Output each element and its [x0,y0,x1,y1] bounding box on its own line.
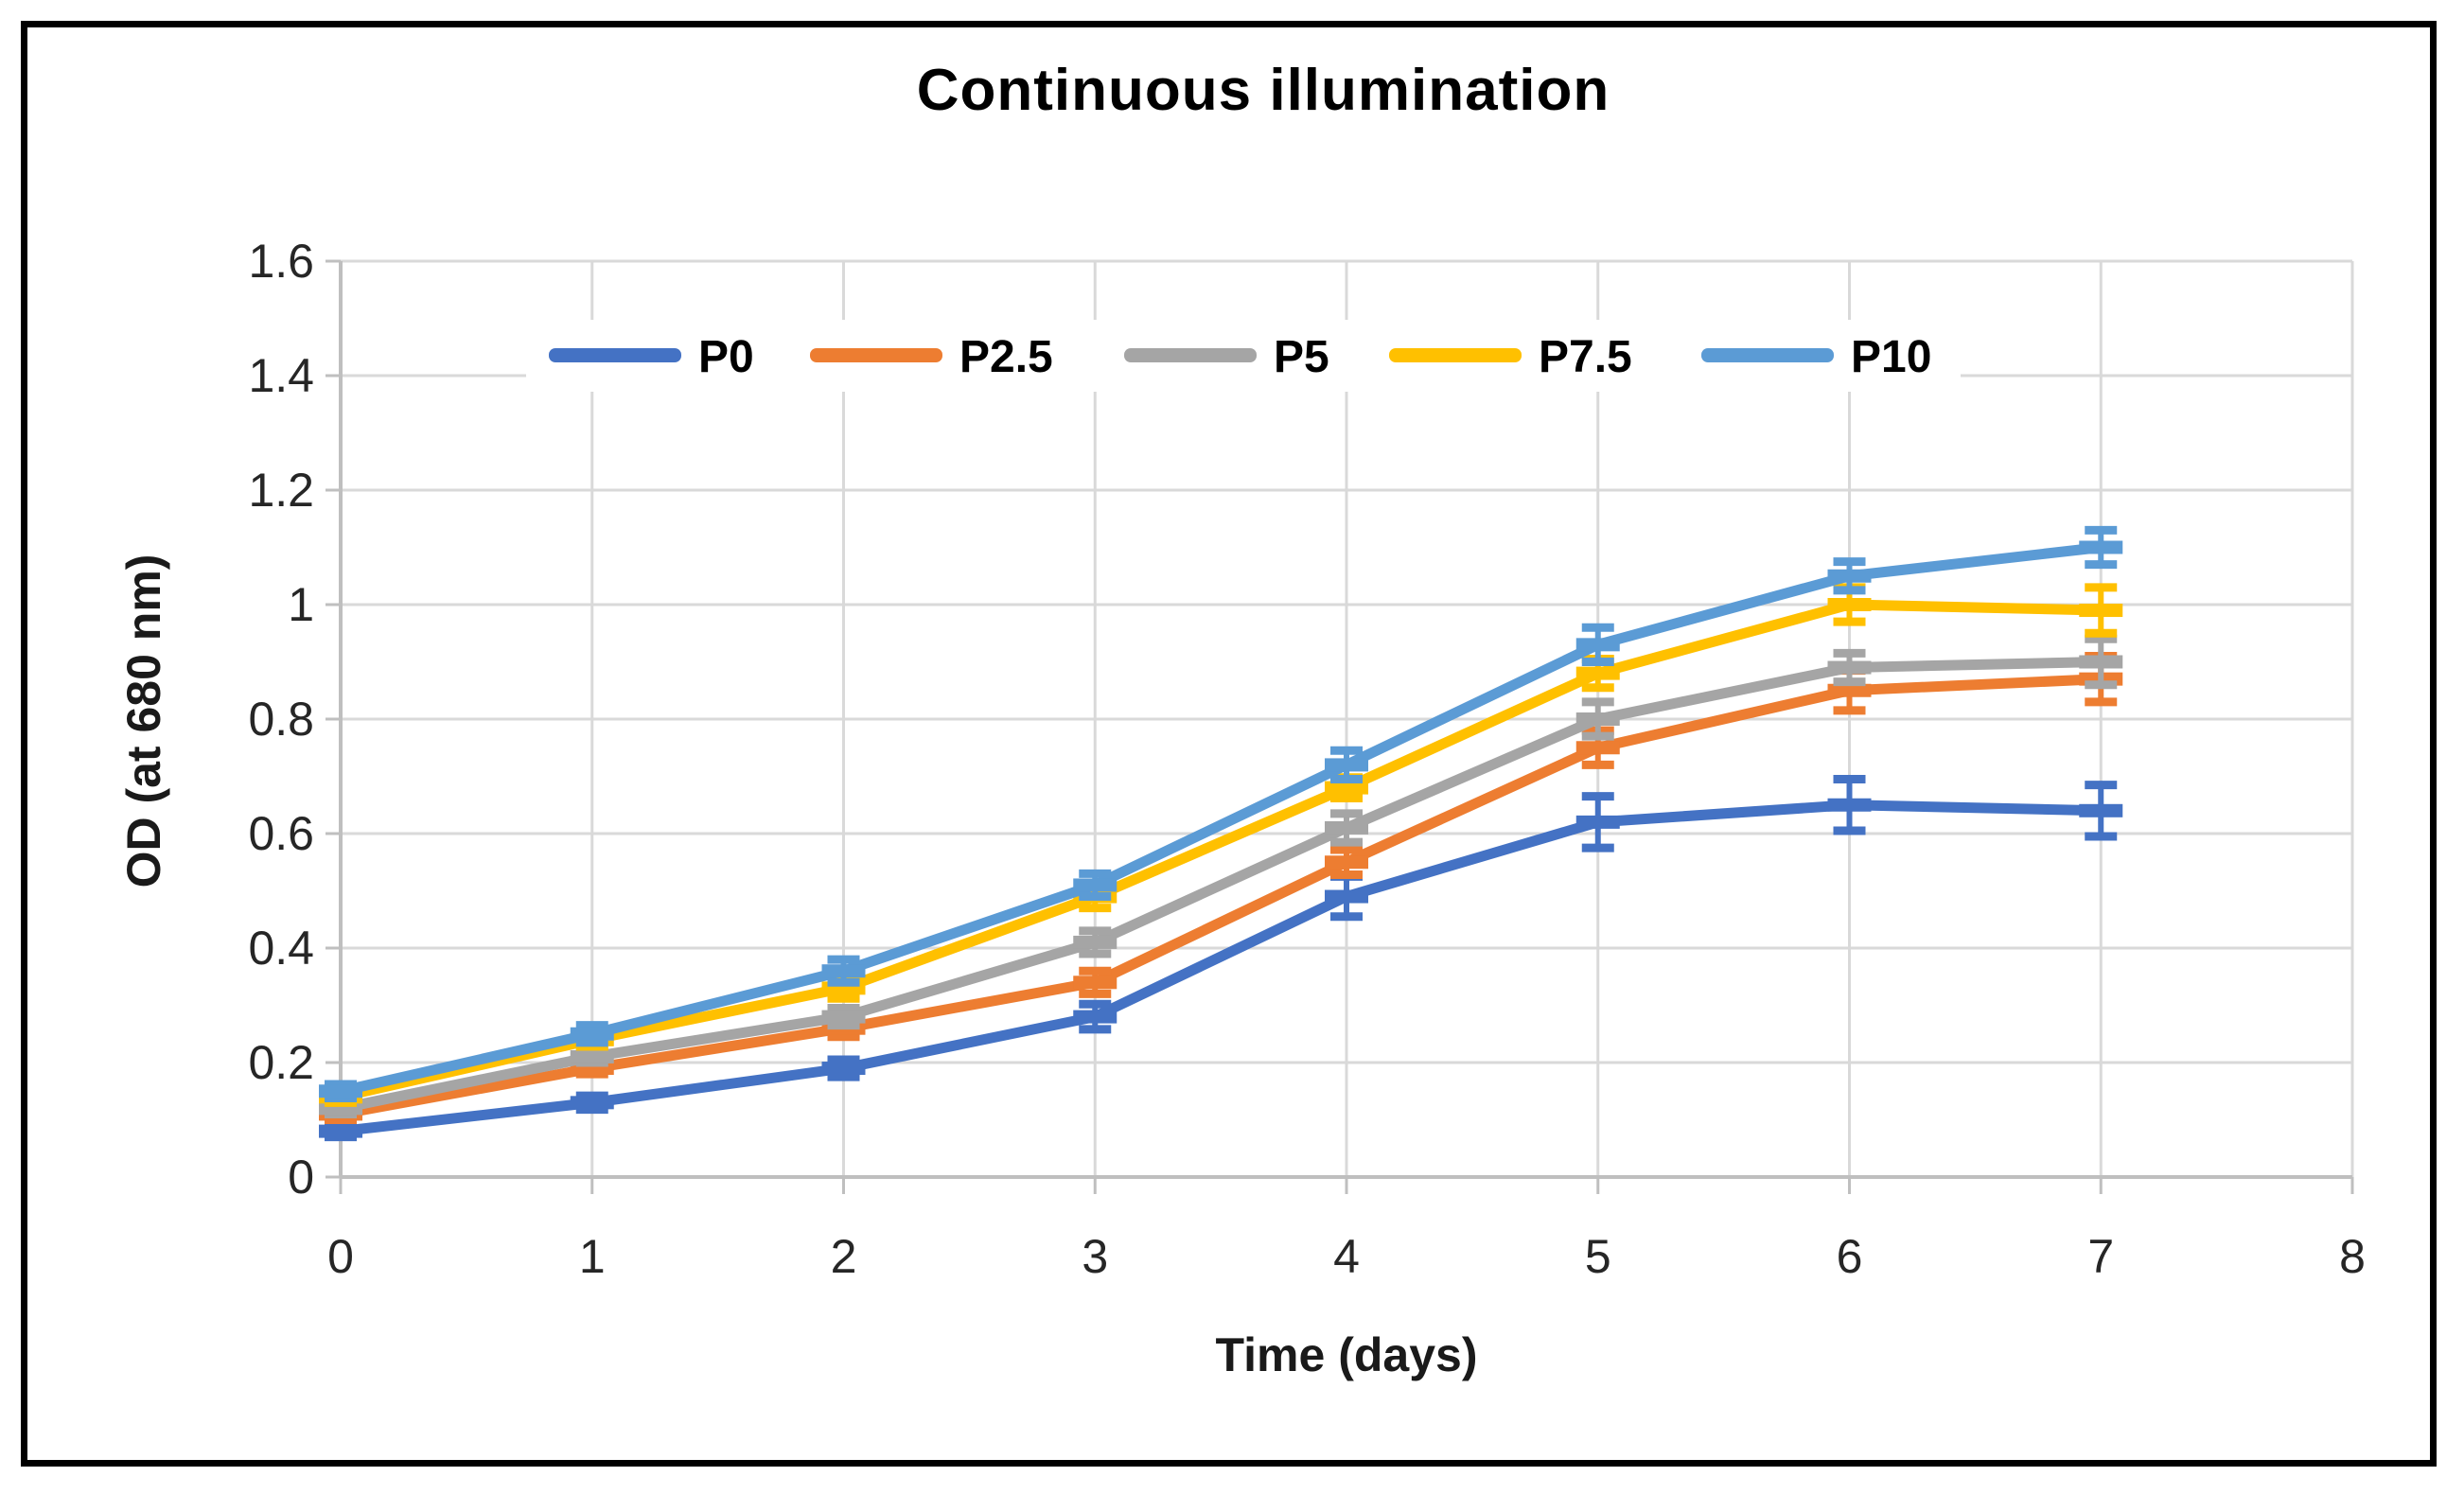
data-point-marker [1575,741,1620,755]
legend-item-P10: P10 [1701,332,1931,382]
legend-label: P10 [1851,332,1931,382]
data-point-marker [1073,935,1118,949]
series-line [335,599,2106,1102]
legend-label: P0 [698,332,754,382]
data-point-marker [821,1010,866,1024]
data-point-marker [1827,598,1872,611]
legend-item-P0: P0 [549,332,754,382]
data-point-marker [1827,683,1872,697]
x-tick-label: 8 [2339,1230,2366,1283]
tick-labels: 0 1 2 3 4 5 6 7 8 0 0.2 0.4 0.6 0.8 1 1.2 1.4 1.6 [248,235,2365,1283]
series-line [335,674,2106,1119]
data-point-marker [570,1096,614,1110]
data-point-marker [1575,666,1620,680]
data-point-marker [1073,1010,1118,1024]
data-point-marker [319,1124,362,1138]
series-line [335,542,2106,1097]
data-point-marker [821,964,866,978]
legend-label: P5 [1274,332,1329,382]
chart-title: Continuous illumination [916,58,1610,123]
data-point-marker [1325,781,1368,795]
series-P5 [319,634,2123,1118]
x-tick-label: 6 [1837,1230,1863,1283]
x-tick-label: 5 [1585,1230,1611,1283]
legend-swatch [1701,348,1834,362]
x-tick-label: 2 [831,1230,857,1283]
legend-swatch [810,348,942,362]
data-point-marker [1325,889,1368,904]
legend-item-P7.5: P7.5 [1389,332,1632,382]
y-tick-label: 1.6 [248,235,314,288]
data-point-marker [2079,803,2123,817]
legend-item-P5: P5 [1124,332,1329,382]
y-tick-label: 0.6 [248,807,314,860]
x-tick-label: 3 [1082,1230,1108,1283]
series-line [335,800,2106,1137]
y-tick-label: 1.2 [248,464,314,517]
data-point-marker [1827,660,1872,675]
data-point-marker [821,1062,866,1076]
y-tick-label: 0.4 [248,922,314,975]
data-point-marker [1575,638,1620,652]
data-point-marker [570,1027,614,1041]
data-point-marker [1073,975,1118,990]
legend-item-P2.5: P2.5 [810,332,1053,382]
data-point-marker [1827,798,1872,812]
data-point-marker [2079,655,2123,669]
x-axis-title: Time (days) [1215,1328,1478,1381]
x-tick-label: 1 [579,1230,606,1283]
y-tick-label: 0 [288,1151,314,1204]
series-line [335,657,2106,1114]
y-tick-label: 0.2 [248,1036,314,1089]
legend-swatch [1389,348,1522,362]
legend-swatch [1124,348,1257,362]
gridlines [341,259,2354,1177]
data-point-marker [319,1084,362,1099]
data-point-marker [1325,855,1368,870]
legend-label: P7.5 [1539,332,1632,382]
y-tick-label: 1.4 [248,349,314,402]
data-point-marker [1073,878,1118,892]
figure-border [21,21,2437,1467]
data-point-marker [1325,820,1368,835]
data-point-marker [570,1049,614,1063]
data-point-marker [1827,569,1872,583]
legend: P0 P2.5 P5 P7.5 P10 [526,320,1961,392]
data-point-marker [1575,815,1620,829]
series-P10 [319,525,2123,1103]
legend-label: P2.5 [959,332,1053,382]
axes [326,259,2354,1194]
x-tick-label: 7 [2087,1230,2114,1283]
legend-swatch [549,348,681,362]
x-tick-label: 4 [1333,1230,1360,1283]
data-point-marker [2079,604,2123,618]
y-tick-label: 0.8 [248,693,314,746]
y-tick-label: 1 [288,578,314,631]
x-tick-label: 0 [327,1230,354,1283]
data-point-marker [1575,712,1620,726]
series-P0 [319,775,2123,1142]
data-point-marker [2079,540,2123,554]
data-point-marker [1325,758,1368,772]
y-axis-title: OD (at 680 nm) [117,554,170,888]
